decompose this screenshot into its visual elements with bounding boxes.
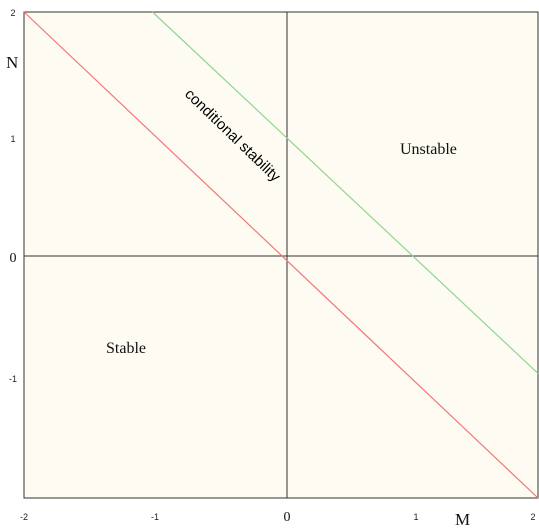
x-tick-label: 0	[284, 510, 291, 525]
y-tick-label: 1	[10, 134, 15, 144]
unstable-region-label: Unstable	[400, 141, 457, 158]
x-tick-label: -1	[151, 512, 159, 522]
x-tick-label: 1	[413, 512, 418, 522]
y-axis-label: N	[6, 53, 18, 72]
y-tick-label: 0	[10, 251, 17, 266]
x-tick-label: -2	[20, 512, 28, 522]
stable-region-label: Stable	[106, 340, 146, 357]
series-line-green	[152, 11, 539, 374]
y-tick-label: 2	[10, 8, 15, 18]
series-line-red	[23, 11, 539, 499]
x-axis-label: M	[455, 510, 470, 529]
y-tick-label: -1	[9, 374, 17, 384]
x-tick-label: 2	[530, 512, 535, 522]
